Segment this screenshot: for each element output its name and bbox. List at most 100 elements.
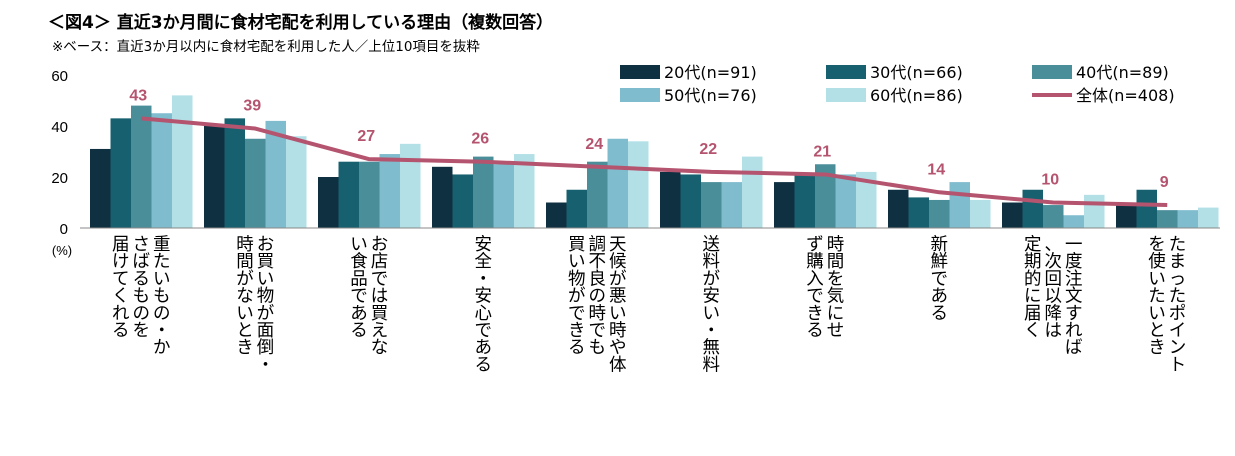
total-data-label: 26 bbox=[471, 131, 489, 148]
bar-2-8 bbox=[908, 197, 929, 228]
bar-1-7 bbox=[774, 182, 795, 228]
category-label: お店では買えな bbox=[371, 235, 389, 358]
bar-3-7 bbox=[815, 164, 836, 228]
bar-3-9 bbox=[1043, 205, 1064, 228]
bar-3-10 bbox=[1157, 210, 1178, 228]
y-axis-unit: (%) bbox=[52, 243, 72, 258]
bar-3-3 bbox=[359, 161, 380, 228]
bar-1-1 bbox=[90, 148, 111, 228]
bar-2-7 bbox=[794, 174, 815, 228]
category-label: 天候が悪い時や体 bbox=[609, 235, 627, 375]
category-label: さばるものを bbox=[133, 235, 151, 341]
bar-5-4 bbox=[514, 154, 535, 228]
bar-5-9 bbox=[1084, 194, 1105, 228]
legend-label: 60代(n=86) bbox=[870, 86, 963, 105]
bar-2-9 bbox=[1022, 189, 1043, 228]
bar-3-4 bbox=[473, 156, 494, 228]
bar-1-4 bbox=[432, 166, 453, 228]
category-label: 時間を気にせ bbox=[827, 235, 845, 341]
bar-4-8 bbox=[949, 182, 970, 228]
bar-1-5 bbox=[546, 202, 567, 228]
total-data-label: 24 bbox=[585, 136, 603, 153]
bar-5-10 bbox=[1198, 207, 1219, 228]
category-label: 買い物ができる bbox=[568, 235, 586, 358]
bar-1-10 bbox=[1116, 205, 1137, 228]
bar-3-8 bbox=[929, 199, 950, 228]
legend-swatch bbox=[620, 65, 660, 79]
bar-3-1 bbox=[131, 105, 152, 228]
category-label: たまったポイント bbox=[1169, 235, 1187, 375]
legend-label: 40代(n=89) bbox=[1076, 63, 1169, 82]
bar-5-8 bbox=[970, 199, 991, 228]
bar-4-5 bbox=[607, 138, 628, 228]
bar-4-9 bbox=[1063, 215, 1084, 228]
total-data-label: 21 bbox=[813, 143, 831, 160]
y-tick-label: 20 bbox=[51, 170, 68, 187]
bar-5-6 bbox=[742, 156, 763, 228]
category-label: 、次回以降は bbox=[1045, 235, 1063, 341]
chart-title: ＜図4＞ 直近3か月間に食材宅配を利用している理由（複数回答） bbox=[48, 13, 554, 33]
category-label: 送料が安い・無料 bbox=[703, 235, 721, 375]
bar-5-5 bbox=[628, 141, 649, 228]
bar-4-10 bbox=[1177, 210, 1198, 228]
bar-4-6 bbox=[721, 182, 742, 228]
legend-label: 20代(n=91) bbox=[664, 63, 757, 82]
total-data-label: 10 bbox=[1041, 172, 1059, 189]
bar-4-4 bbox=[493, 164, 514, 228]
total-data-label: 27 bbox=[357, 128, 375, 145]
bar-1-2 bbox=[204, 126, 225, 228]
category-label: 新鮮である bbox=[931, 235, 949, 324]
bar-4-7 bbox=[835, 174, 856, 228]
bar-2-4 bbox=[452, 174, 473, 228]
legend-swatch bbox=[826, 88, 866, 102]
y-tick-label: 40 bbox=[51, 119, 68, 136]
bar-2-1 bbox=[110, 118, 131, 228]
chart-subtitle: ※ベース：直近3か月以内に食材宅配を利用した人／上位10項目を抜粋 bbox=[52, 39, 480, 55]
legend-label: 全体(n=408) bbox=[1076, 86, 1175, 105]
bar-5-7 bbox=[856, 171, 877, 228]
bar-5-1 bbox=[172, 95, 193, 229]
bar-2-5 bbox=[566, 189, 587, 228]
total-data-label: 9 bbox=[1160, 174, 1169, 191]
category-label: を使いたいとき bbox=[1148, 235, 1166, 358]
category-label: 安全・安心である bbox=[475, 235, 493, 375]
total-data-label: 39 bbox=[243, 98, 261, 115]
category-label: お買い物が面倒・ bbox=[257, 235, 275, 375]
legend-swatch bbox=[826, 65, 866, 79]
category-label: 届けてくれる bbox=[112, 235, 130, 341]
bar-4-3 bbox=[379, 154, 400, 228]
bar-1-8 bbox=[888, 189, 909, 228]
bar-2-6 bbox=[680, 174, 701, 228]
legend-swatch bbox=[620, 88, 660, 102]
total-data-label: 43 bbox=[129, 87, 147, 104]
bar-2-10 bbox=[1136, 189, 1157, 228]
bar-4-1 bbox=[151, 113, 172, 228]
category-label: い食品である bbox=[350, 235, 368, 341]
total-data-label: 22 bbox=[699, 141, 717, 158]
y-tick-label: 0 bbox=[60, 221, 68, 238]
category-label: 調不良の時でも bbox=[589, 235, 607, 358]
bar-1-9 bbox=[1002, 202, 1023, 228]
category-label: 一度注文すれば bbox=[1065, 235, 1083, 358]
category-label: 定期的に届く bbox=[1024, 235, 1042, 341]
total-line bbox=[141, 116, 1168, 208]
bar-5-2 bbox=[286, 136, 307, 228]
total-data-label: 14 bbox=[927, 161, 945, 178]
category-label: 時間がないとき bbox=[236, 235, 254, 358]
bar-1-3 bbox=[318, 177, 339, 228]
legend-swatch bbox=[1032, 65, 1072, 79]
category-label: ず購入できる bbox=[806, 235, 824, 341]
bar-1-6 bbox=[660, 171, 681, 228]
bar-2-2 bbox=[224, 118, 245, 228]
bar-3-2 bbox=[245, 138, 266, 228]
legend-label: 30代(n=66) bbox=[870, 63, 963, 82]
bar-3-6 bbox=[701, 182, 722, 228]
legend-label: 50代(n=76) bbox=[664, 86, 757, 105]
y-tick-label: 60 bbox=[51, 68, 68, 85]
bar-2-3 bbox=[338, 161, 359, 228]
bar-5-3 bbox=[400, 143, 421, 228]
category-label: 重たいもの・か bbox=[153, 235, 171, 358]
bar-3-5 bbox=[587, 161, 608, 228]
bar-4-2 bbox=[265, 120, 286, 228]
